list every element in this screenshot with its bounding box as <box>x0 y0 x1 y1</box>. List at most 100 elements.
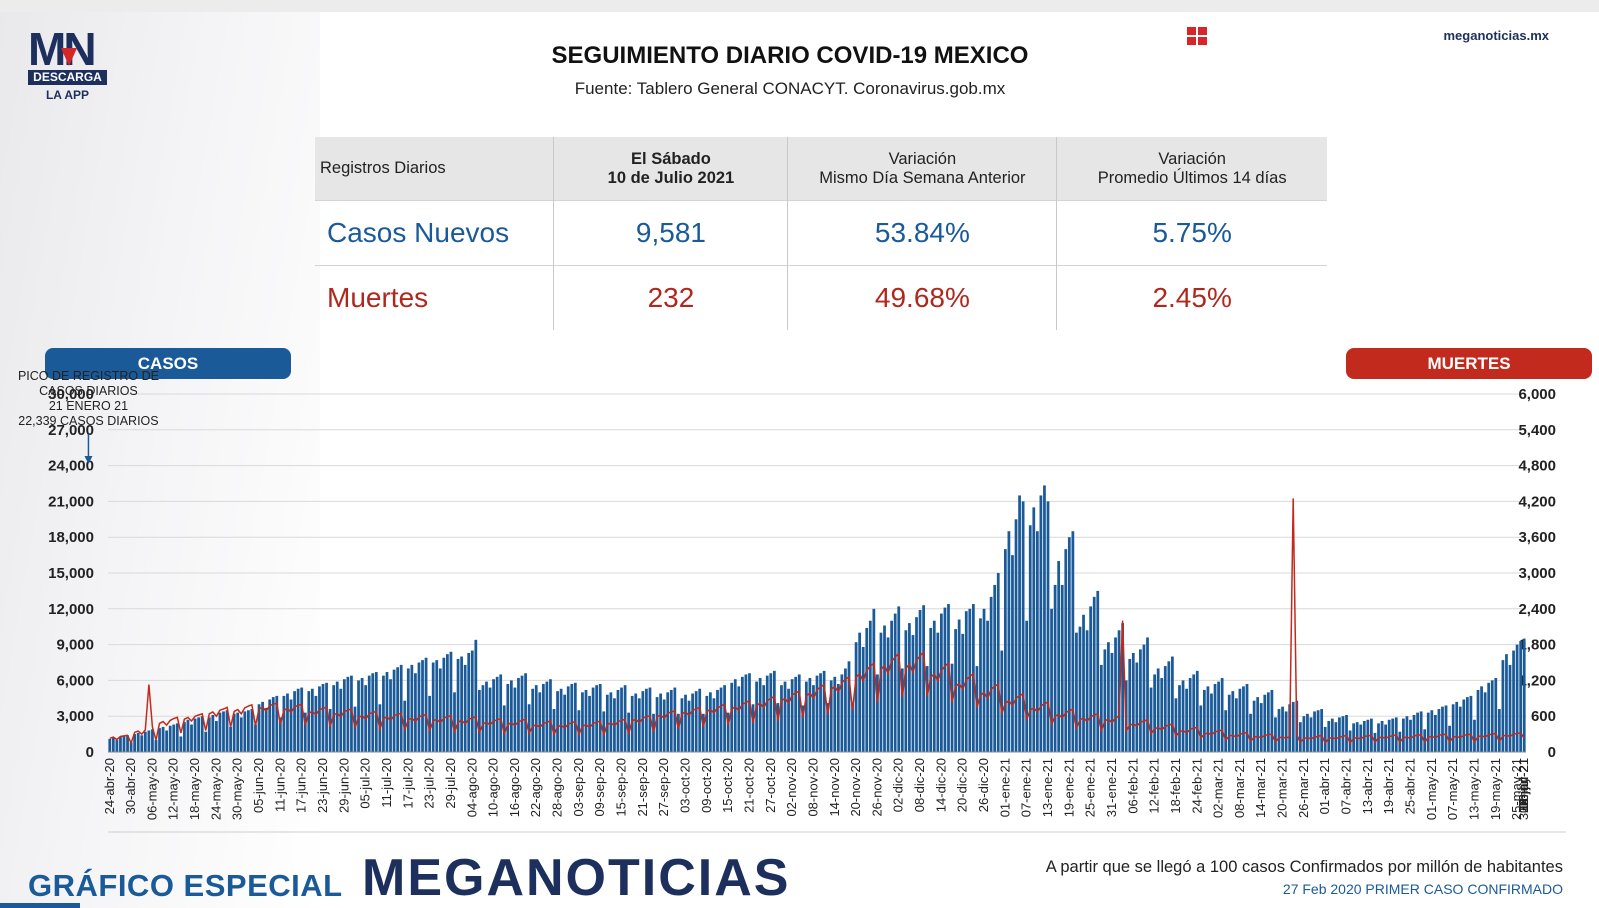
casos-bar <box>851 703 854 752</box>
casos-bar <box>1210 693 1213 752</box>
casos-bar <box>300 687 304 752</box>
x-tick-label: 25-ene-21 <box>1083 758 1098 817</box>
casos-bar <box>438 668 442 752</box>
x-tick-label: 26-nov-20 <box>869 758 884 817</box>
casos-bar <box>858 632 862 752</box>
grid-icon[interactable] <box>1187 27 1208 47</box>
casos-bar <box>531 688 535 752</box>
casos-bar <box>1284 711 1288 752</box>
casos-bar <box>1171 656 1174 752</box>
top-band <box>0 0 1599 12</box>
x-tick-label: 24-abr-20 <box>102 758 117 814</box>
stats-row-casos: Casos Nuevos 9,581 53.84% 5.75% <box>315 200 1327 266</box>
casos-bar <box>1487 682 1491 752</box>
casos-bar <box>1256 697 1260 752</box>
casos-bar <box>1039 495 1043 752</box>
casos-bar <box>414 673 417 752</box>
casos-bar <box>836 683 840 752</box>
casos-bar <box>243 711 247 752</box>
x-tick-label: 01-ene-21 <box>997 758 1012 817</box>
casos-bar <box>143 731 147 752</box>
casos-bar <box>1320 709 1324 752</box>
casos-bar <box>772 670 776 752</box>
x-tick-label: 28-ago-20 <box>550 758 565 817</box>
casos-bar <box>278 717 282 752</box>
x-tick-label: 20-mar-21 <box>1275 758 1290 818</box>
casos-bar <box>1416 712 1419 752</box>
casos-bar <box>1103 649 1107 752</box>
right-tick-label: 6,000 <box>1518 386 1556 403</box>
casos-bar <box>1242 686 1245 752</box>
casos-bar <box>879 632 883 752</box>
casos-bar <box>968 608 972 752</box>
casos-bar <box>1309 717 1313 752</box>
stats-row-muertes: Muertes 232 49.68% 2.45% <box>315 265 1327 330</box>
casos-bar <box>1249 713 1252 752</box>
casos-bar <box>385 672 389 752</box>
casos-bar <box>520 675 524 752</box>
casos-bar <box>165 730 169 752</box>
casos-bar <box>1156 668 1160 752</box>
header-var-14-line2: Promedio Últimos 14 días <box>1097 168 1287 187</box>
casos-bar <box>506 683 510 752</box>
casos-bar <box>275 695 279 752</box>
casos-bar <box>1085 630 1089 752</box>
casos-bar <box>1469 695 1473 752</box>
casos-bar <box>396 667 400 752</box>
casos-bar <box>918 609 922 752</box>
casos-bar <box>588 695 591 752</box>
casos-bar <box>1032 507 1036 752</box>
casos-bar <box>492 679 495 752</box>
casos-bar <box>1483 692 1487 752</box>
x-tick-label: 08-dic-20 <box>912 758 927 812</box>
casos-bar <box>346 676 350 752</box>
casos-bar <box>190 724 193 752</box>
casos-bar <box>1000 650 1004 752</box>
right-tick-label: 600 <box>1531 708 1556 725</box>
casos-bar <box>463 664 467 752</box>
casos-bar <box>229 726 232 752</box>
x-tick-label: 29-jul-20 <box>443 758 458 809</box>
x-tick-label: 17-jun-20 <box>294 758 309 813</box>
casos-bar <box>993 584 997 752</box>
x-tick-label: 25-abr-21 <box>1402 758 1417 814</box>
casos-bar <box>1473 719 1476 752</box>
casos-bar <box>691 693 694 752</box>
x-tick-label: 26-dic-20 <box>976 758 991 812</box>
x-tick-label: 02-nov-20 <box>784 758 799 817</box>
casos-bar <box>332 685 336 752</box>
casos-bar <box>168 725 172 752</box>
casos-bar <box>1057 561 1061 752</box>
casos-bar <box>193 718 197 752</box>
x-tick-label: 06-may-20 <box>144 758 159 820</box>
casos-bar <box>509 680 513 752</box>
casos-bar <box>1238 688 1242 752</box>
mn-logo[interactable]: MN DESCARGA LA APP <box>28 26 108 102</box>
x-tick-label: 17-jul-20 <box>400 758 415 809</box>
casos-bar <box>950 663 954 752</box>
casos-bar <box>900 668 904 752</box>
casos-bar <box>207 717 211 752</box>
casos-bar <box>573 682 577 752</box>
casos-bar <box>357 680 360 752</box>
site-link[interactable]: meganoticias.mx <box>1443 28 1550 43</box>
x-tick-label: 06-jul-21 <box>1516 758 1531 809</box>
casos-bar <box>204 731 208 752</box>
casos-bar <box>1402 718 1405 752</box>
x-tick-label: 11-jun-20 <box>272 758 287 812</box>
casos-bar <box>1131 652 1135 752</box>
casos-bar <box>264 707 268 752</box>
casos-bar <box>915 617 918 752</box>
casos-bar <box>222 711 225 752</box>
casos-bar <box>247 710 250 752</box>
casos-bar <box>943 607 947 752</box>
x-tick-label: 08-mar-21 <box>1232 758 1247 818</box>
casos-bar <box>254 724 257 752</box>
casos-bar <box>765 675 769 752</box>
peak-annotation-text: CASOS DIARIOS <box>39 384 138 398</box>
casos-bar <box>854 642 858 752</box>
casos-bar <box>566 686 570 752</box>
x-tick-label: 10-jul-21 <box>1516 758 1531 809</box>
casos-bar <box>844 668 847 752</box>
casos-bar <box>662 699 666 752</box>
